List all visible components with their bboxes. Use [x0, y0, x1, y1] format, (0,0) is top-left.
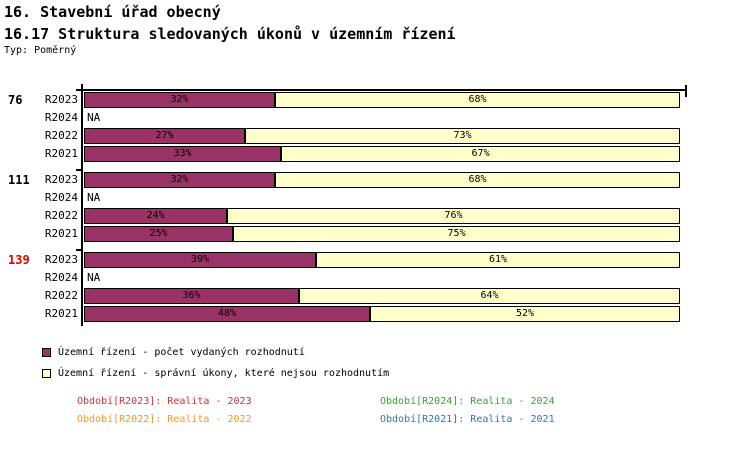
bar-segment-other-acts: 68%: [275, 172, 680, 188]
row-period-label: R2021: [44, 307, 78, 320]
y-axis-line: [81, 84, 83, 326]
period-label: Období[R2023]: Realita - 2023: [77, 396, 252, 407]
na-label: NA: [87, 271, 101, 284]
legend-swatch-icon: [42, 348, 51, 357]
top-axis-line: [81, 89, 687, 91]
na-label: NA: [87, 191, 101, 204]
bar-segment-other-acts: 73%: [245, 128, 680, 144]
row-period-label: R2024: [44, 191, 78, 204]
bar-segment-other-acts: 64%: [299, 288, 680, 304]
chart-type-label: Typ: Poměrný: [4, 45, 77, 56]
bar-segment-decisions: 27%: [84, 128, 245, 144]
bar-segment-decisions: 25%: [84, 226, 233, 242]
legend-item-label: Územní řízení - počet vydaných rozhodnut…: [58, 347, 305, 358]
bar-segment-other-acts: 76%: [227, 208, 680, 224]
bar-segment-other-acts: 61%: [316, 252, 680, 268]
bar-segment-decisions: 24%: [84, 208, 227, 224]
axis-tick: [76, 249, 81, 251]
row-period-label: R2024: [44, 271, 78, 284]
row-period-label: R2021: [44, 227, 78, 240]
bar-segment-other-acts: 67%: [281, 146, 680, 162]
bar-segment-decisions: 39%: [84, 252, 316, 268]
period-label: Období[R2022]: Realita - 2022: [77, 414, 252, 425]
bar-segment-decisions: 48%: [84, 306, 370, 322]
bar-segment-decisions: 32%: [84, 92, 275, 108]
group-count-label: 76: [8, 93, 23, 107]
row-period-label: R2023: [44, 253, 78, 266]
period-label: Období[R2024]: Realita - 2024: [380, 396, 555, 407]
na-label: NA: [87, 111, 101, 124]
period-label: Období[R2021]: Realita - 2021: [380, 414, 555, 425]
row-period-label: R2023: [44, 93, 78, 106]
chart-subtitle: 16.17 Struktura sledovaných úkonů v územ…: [4, 25, 456, 43]
bar-segment-other-acts: 75%: [233, 226, 680, 242]
bar-segment-decisions: 36%: [84, 288, 299, 304]
group-count-label: 139: [8, 253, 30, 267]
page-title: 16. Stavební úřad obecný: [4, 3, 221, 21]
bar-segment-other-acts: 68%: [275, 92, 680, 108]
legend-swatch-icon: [42, 369, 51, 378]
axis-tick: [76, 89, 81, 91]
row-period-label: R2024: [44, 111, 78, 124]
row-period-label: R2022: [44, 129, 78, 142]
row-period-label: R2021: [44, 147, 78, 160]
axis-tick: [76, 169, 81, 171]
row-period-label: R2023: [44, 173, 78, 186]
group-count-label: 111: [8, 173, 30, 187]
legend-item-label: Územní řízení - správní úkony, které nej…: [58, 368, 390, 379]
bar-segment-decisions: 33%: [84, 146, 281, 162]
row-period-label: R2022: [44, 209, 78, 222]
top-axis-end-tick: [685, 85, 687, 97]
bar-segment-decisions: 32%: [84, 172, 275, 188]
row-period-label: R2022: [44, 289, 78, 302]
bar-segment-other-acts: 52%: [370, 306, 680, 322]
